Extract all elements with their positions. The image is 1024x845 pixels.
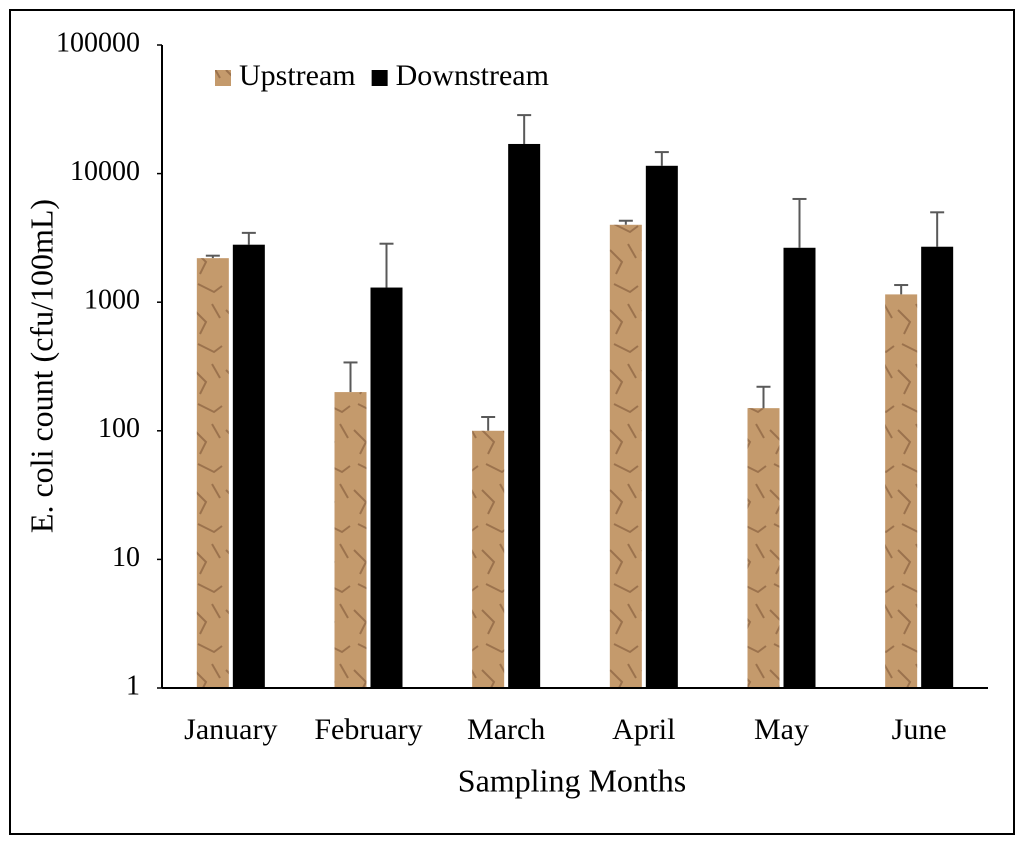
y-axis-label: E. coli count (cfu/100mL)	[23, 199, 59, 533]
bar-texture	[472, 430, 505, 688]
bar	[232, 244, 265, 688]
bar-texture	[334, 392, 367, 688]
x-axis-label: Sampling Months	[458, 762, 686, 798]
legend-swatch-texture	[215, 70, 231, 86]
bar-texture	[885, 294, 918, 688]
bar	[370, 287, 403, 688]
bar-texture	[747, 408, 780, 688]
x-tick-label: April	[612, 713, 675, 746]
y-tick-label: 10	[112, 542, 140, 573]
x-tick-label: January	[184, 713, 277, 746]
x-tick-label: May	[754, 713, 809, 746]
y-tick-label: 100	[98, 413, 140, 444]
legend-swatch	[371, 70, 388, 86]
bar-texture	[196, 258, 229, 688]
x-tick-label: June	[892, 713, 947, 746]
legend-label: Downstream	[396, 59, 549, 92]
y-tick-label: 1	[126, 670, 140, 701]
bar	[921, 246, 954, 688]
y-tick-label: 100000	[56, 27, 140, 58]
x-tick-label: February	[314, 713, 422, 746]
bar	[783, 247, 816, 689]
bar-texture	[609, 224, 642, 688]
bar	[645, 165, 678, 688]
y-tick-label: 1000	[84, 285, 140, 316]
bar	[508, 143, 541, 689]
x-tick-label: March	[467, 713, 545, 746]
y-tick-label: 10000	[70, 156, 140, 187]
legend-label: Upstream	[239, 59, 356, 92]
